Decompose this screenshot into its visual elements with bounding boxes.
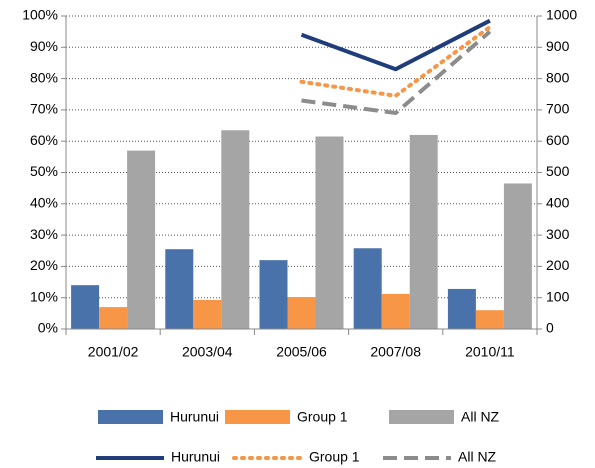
- legend-label: Hurunui: [170, 409, 219, 425]
- legend-label: All NZ: [461, 409, 500, 425]
- y2-tick-label: 0: [546, 320, 554, 336]
- y-tick-label: 90%: [30, 38, 58, 54]
- y-tick-label: 100%: [22, 7, 58, 23]
- legend-swatch: [389, 410, 454, 424]
- bar: [315, 136, 344, 329]
- y2-tick-label: 800: [546, 69, 570, 85]
- x-tick-label: 2005/06: [276, 344, 327, 360]
- y-tick-label: 0%: [38, 320, 58, 336]
- bar: [475, 310, 504, 329]
- y-tick-label: 70%: [30, 101, 58, 117]
- y2-tick-label: 900: [546, 38, 570, 54]
- y-tick-label: 50%: [30, 163, 58, 179]
- y-tick-label: 10%: [30, 288, 58, 304]
- x-tick-label: 2003/04: [182, 344, 233, 360]
- y-tick-label: 80%: [30, 69, 58, 85]
- x-tick-label: 2007/08: [370, 344, 421, 360]
- line: [300, 18, 491, 72]
- legend-swatch: [98, 410, 163, 424]
- y2-tick-label: 700: [546, 101, 570, 117]
- y2-tick-label: 300: [546, 226, 570, 242]
- y-tick-label: 60%: [30, 132, 58, 148]
- x-tick-label: 2010/11: [465, 344, 515, 360]
- bar: [127, 150, 156, 329]
- bar: [193, 299, 222, 329]
- y2-tick-label: 400: [546, 195, 570, 211]
- y-tick-label: 20%: [30, 257, 58, 273]
- legend-label: Hurunui: [171, 449, 220, 465]
- y2-tick-label: 600: [546, 132, 570, 148]
- legend-label: All NZ: [458, 449, 497, 465]
- y2-tick-label: 100: [546, 288, 570, 304]
- y-tick-label: 30%: [30, 226, 58, 242]
- line: [299, 24, 492, 98]
- bar: [447, 288, 476, 329]
- bar: [165, 249, 194, 329]
- bar: [353, 248, 382, 329]
- bar: [287, 297, 316, 329]
- bar: [259, 260, 288, 329]
- y-tick-label: 40%: [30, 195, 58, 211]
- x-tick-label: 2001/02: [88, 344, 139, 360]
- bar: [381, 293, 410, 329]
- y2-tick-label: 1000: [546, 7, 577, 23]
- bar: [71, 285, 100, 329]
- bar: [409, 134, 438, 329]
- legend-label: Group 1: [297, 409, 348, 425]
- legend-label: Group 1: [309, 449, 360, 465]
- line: [301, 30, 492, 116]
- legend-swatch: [225, 410, 290, 424]
- bar: [221, 130, 250, 329]
- bar: [503, 183, 532, 329]
- bar: [99, 307, 128, 329]
- y2-tick-label: 500: [546, 163, 570, 179]
- y2-tick-label: 200: [546, 257, 570, 273]
